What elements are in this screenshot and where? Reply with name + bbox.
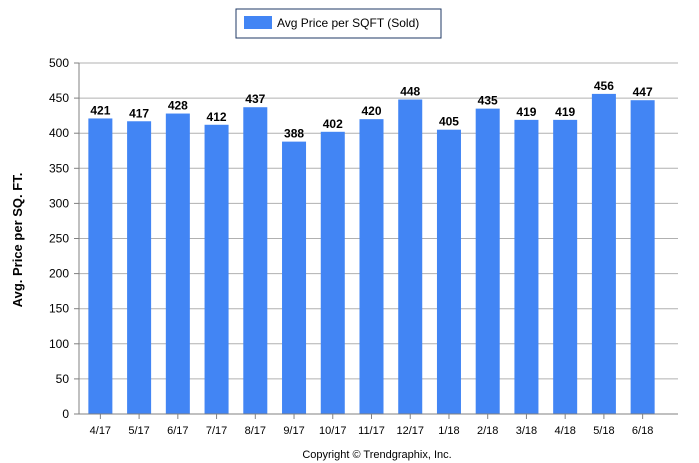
y-tick-label: 300 [49,196,69,210]
data-label: 435 [478,94,498,108]
y-tick-label: 250 [49,232,69,246]
y-tick-label: 450 [49,91,69,105]
y-axis-ticks: 0 50 100 150 200 250 300 350 400 450 500 [49,56,79,421]
x-tick-label: 9/17 [283,425,304,437]
bar [165,113,190,414]
legend: Avg Price per SQFT (Sold) [235,8,442,39]
bar [398,99,423,414]
data-label: 421 [90,103,110,117]
bar [320,131,345,414]
y-tick-label: 350 [49,161,69,175]
data-label: 448 [400,85,420,99]
legend-label: Avg Price per SQFT (Sold) [277,16,419,30]
data-label: 405 [439,115,459,129]
data-label: 412 [207,110,227,124]
x-tick-label: 5/17 [128,425,149,437]
y-tick-label: 0 [62,407,69,421]
bar [243,107,268,414]
data-label: 456 [594,79,614,93]
data-label: 420 [361,104,381,118]
legend-swatch [244,16,272,29]
y-tick-label: 150 [49,302,69,316]
x-tick-label: 8/17 [245,425,266,437]
x-tick-label: 2/18 [477,425,498,437]
bar [204,124,229,414]
x-tick-label: 12/17 [396,425,424,437]
bar [553,119,578,414]
y-tick-label: 100 [49,337,69,351]
x-tick-label: 4/17 [90,425,111,437]
bar [514,119,539,414]
bar [475,108,500,414]
bar [359,119,384,414]
data-label: 447 [633,85,653,99]
bar [88,118,113,414]
bar [436,129,461,414]
y-tick-label: 50 [56,372,70,386]
bar [127,121,152,415]
data-label: 428 [168,99,188,113]
x-tick-label: 11/17 [358,425,385,437]
data-labels: 421 417 428 412 437 388 402 420 448 405 435 419 419 4… [90,79,653,141]
x-tick-label: 5/18 [593,425,614,437]
x-tick-label: 4/18 [554,425,575,437]
y-tick-label: 200 [49,267,69,281]
x-tick-label: 7/17 [206,425,227,437]
y-tick-label: 400 [49,126,69,140]
x-tick-label: 6/17 [167,425,188,437]
bars [88,93,655,415]
data-label: 419 [555,105,575,119]
x-tick-label: 1/18 [438,425,459,437]
y-axis-title: Avg. Price per SQ. FT. [10,173,25,308]
data-label: 419 [516,105,536,119]
x-tick-label: 6/18 [632,425,653,437]
data-label: 402 [323,117,343,131]
x-tick-label: 10/17 [319,425,347,437]
x-tick-label: 3/18 [516,425,537,437]
bar [282,141,307,414]
bar [591,93,616,414]
y-tick-label: 500 [49,56,69,70]
data-label: 437 [245,92,265,106]
copyright-text: Copyright © Trendgraphix, Inc. [302,449,451,461]
data-label: 417 [129,106,149,120]
x-axis-ticks: 4/17 5/17 6/17 7/17 8/17 9/17 10/17 11/17 12/17 1… [90,414,653,437]
data-label: 388 [284,127,304,141]
bar [630,100,655,415]
